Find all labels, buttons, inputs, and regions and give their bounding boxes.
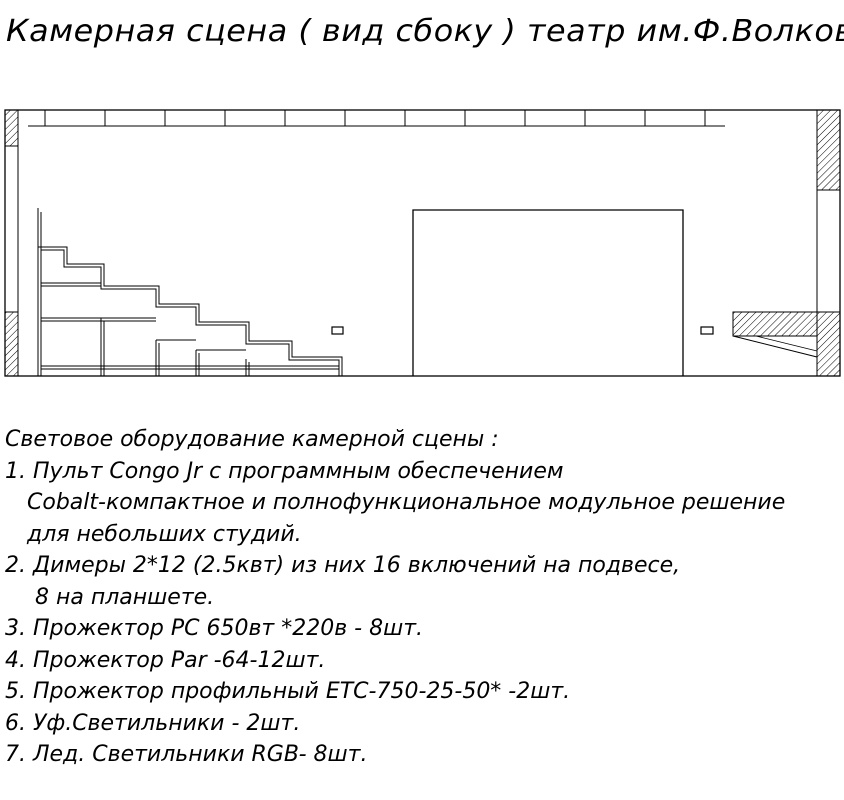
note-line: 1. Пульт Congo Jr с программным обеспече… — [5, 458, 564, 484]
lighting-equipment-notes: Световое оборудование камерной сцены : 1… — [5, 424, 839, 771]
note-line: Cobalt-компактное и полнофункциональное … — [27, 490, 786, 515]
right-wall — [816, 109, 841, 377]
fixture-right — [700, 326, 714, 335]
note-line: 3. Прожектор PC 650вт *220в - 8шт. — [5, 616, 424, 641]
balcony-platform — [732, 311, 818, 358]
stage-box — [412, 209, 684, 376]
note-line: для небольших студий. — [27, 521, 302, 547]
note-line: 8 на планшете. — [35, 584, 215, 610]
stage-outline — [4, 109, 841, 377]
note-line: 7. Лед. Светильники RGB- 8шт. — [5, 742, 368, 767]
fixture-left — [331, 326, 344, 335]
note-line: 2. Димеры 2*12 (2.5квт) из них 16 включе… — [5, 553, 681, 578]
audience-seating-steps — [37, 208, 343, 376]
drawing-title: Камерная сцена ( вид сбоку ) театр им.Ф.… — [6, 14, 844, 49]
left-wall — [4, 109, 19, 377]
stage-side-view-drawing — [4, 109, 841, 377]
note-line: 6. Уф.Светильники - 2шт. — [5, 710, 301, 736]
note-line: 4. Прожектор Par -64-12шт. — [5, 647, 326, 673]
notes-heading: Световое оборудование камерной сцены : — [5, 427, 499, 452]
lighting-truss — [28, 109, 725, 127]
note-line: 5. Прожектор профильный ETC-750-25-50* -… — [5, 679, 571, 704]
